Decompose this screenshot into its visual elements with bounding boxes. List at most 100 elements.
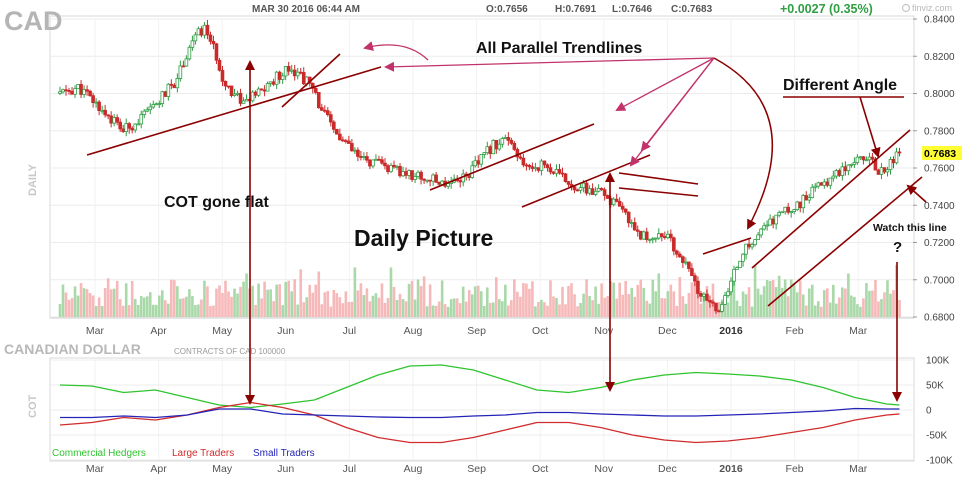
candle-body xyxy=(530,166,535,169)
price-x-tick-label: Feb xyxy=(786,325,804,337)
candle-body xyxy=(732,268,736,282)
candle-body xyxy=(163,91,168,97)
volume-bar xyxy=(326,291,330,317)
timeframe-label: DAILY xyxy=(27,163,39,196)
price-x-tick-label: Aug xyxy=(404,325,423,337)
candle-body xyxy=(416,171,420,177)
price-x-tick-label: Mar xyxy=(849,325,868,337)
volume-bar xyxy=(100,305,104,317)
volume-bar xyxy=(889,293,892,317)
candle-body xyxy=(614,198,619,202)
candle-body xyxy=(271,81,276,85)
volume-bar xyxy=(221,292,224,317)
volume-bar xyxy=(543,302,546,317)
volume-bar xyxy=(157,295,161,317)
volume-bar xyxy=(422,276,426,317)
volume-bar xyxy=(561,286,564,317)
candle-body xyxy=(232,93,237,96)
volume-bar xyxy=(428,284,432,317)
volume-bar xyxy=(272,301,275,317)
cot-tick-label: 0 xyxy=(926,406,932,417)
volume-bar xyxy=(738,306,742,317)
volume-bar xyxy=(299,269,303,317)
change-text: +0.0027 (0.35%) xyxy=(780,2,873,16)
volume-bar xyxy=(771,280,775,317)
cot-series xyxy=(59,364,900,444)
volume-bar xyxy=(293,279,297,317)
trendline-1 xyxy=(86,66,382,156)
candle-body xyxy=(175,78,180,89)
candle-body xyxy=(82,89,86,95)
volume-bar xyxy=(467,290,471,317)
volume-bar xyxy=(398,293,402,317)
candle-body xyxy=(786,206,790,213)
candle-body xyxy=(750,244,754,248)
candle-body xyxy=(768,218,772,226)
candle-body xyxy=(241,100,246,104)
cot-tick-label: 50K xyxy=(926,381,944,392)
volume-bar xyxy=(443,304,447,317)
candle-body xyxy=(681,256,685,264)
volume-bar xyxy=(795,292,799,317)
candle-body xyxy=(196,28,201,36)
volume-bar xyxy=(853,296,856,317)
candle-body xyxy=(91,95,95,104)
volume-bar xyxy=(603,297,606,317)
volume-bar xyxy=(594,286,597,317)
volume-bar xyxy=(82,288,86,317)
candle-body xyxy=(121,128,125,132)
candle-body xyxy=(744,243,748,255)
candle-body xyxy=(253,91,258,96)
candle-body xyxy=(696,280,700,294)
volume-bar xyxy=(314,284,318,317)
volume-bar xyxy=(504,284,507,317)
volume-bar xyxy=(362,295,366,317)
candle-body xyxy=(551,171,556,174)
volume-bar xyxy=(687,292,691,317)
candle-body xyxy=(172,84,177,89)
volume-bar xyxy=(64,292,68,317)
candle-body xyxy=(407,170,411,176)
parallel-arrows xyxy=(363,41,715,167)
cot-x-tick-label: Feb xyxy=(786,463,804,475)
arrow-watch-line xyxy=(906,184,927,203)
candle-body xyxy=(825,181,830,186)
candle-body xyxy=(897,151,902,154)
volume-bar xyxy=(699,303,703,317)
candle-body xyxy=(148,106,153,111)
volume-bar xyxy=(94,306,98,317)
candle-body xyxy=(726,291,730,296)
volume-bar xyxy=(305,297,309,317)
candle-body xyxy=(599,188,604,191)
candle-body xyxy=(729,280,733,293)
candle-body xyxy=(650,238,655,241)
candle-body xyxy=(356,149,360,157)
volume-bar xyxy=(281,305,284,317)
volume-bar xyxy=(762,286,766,317)
candle-body xyxy=(434,174,438,183)
volume-bar xyxy=(759,294,763,317)
candle-body xyxy=(136,123,141,126)
volume-bar xyxy=(735,300,739,317)
volume-bar xyxy=(654,291,658,317)
price-axis: 0.8400 0.8200 0.8000 0.7800 0.7600 0.7400 0.72… xyxy=(913,15,955,324)
last-price-badge xyxy=(922,146,962,160)
candle-body xyxy=(127,123,132,129)
candle-body xyxy=(539,160,544,171)
candle-body xyxy=(160,91,165,104)
candle-body xyxy=(882,167,887,173)
volume-bar xyxy=(124,283,128,317)
candle-body xyxy=(440,180,444,185)
volume-bar xyxy=(666,291,670,317)
volume-bar xyxy=(813,305,817,317)
candle-body xyxy=(280,75,285,80)
candle-body xyxy=(708,299,712,303)
volume-bar xyxy=(540,299,543,317)
candle-body xyxy=(666,233,670,238)
volume-bar xyxy=(723,301,727,317)
volume-bar xyxy=(708,301,712,317)
candle-body xyxy=(256,88,261,96)
volume-bar xyxy=(383,302,387,317)
volume-bar xyxy=(233,288,236,317)
